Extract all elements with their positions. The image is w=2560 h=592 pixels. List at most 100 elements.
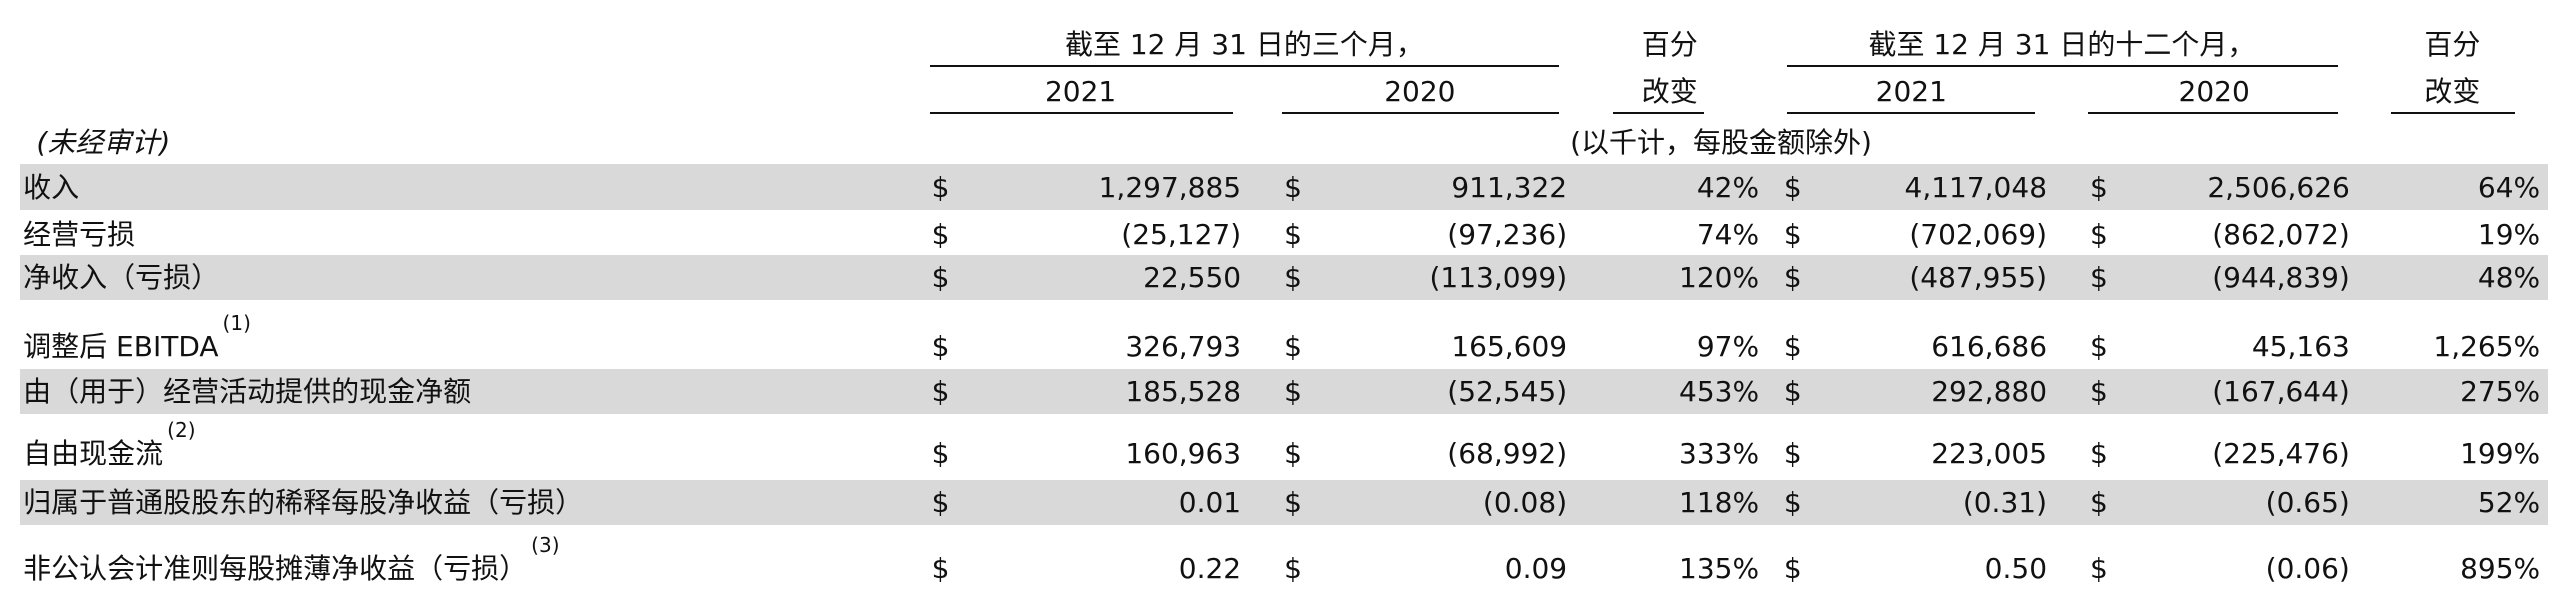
value-cell: (702,069)	[1909, 217, 2048, 251]
currency-sign: $	[2090, 170, 2108, 204]
header-cell: 百分	[2424, 28, 2481, 62]
row-label: 由（用于）经营活动提供的现金净额	[23, 375, 472, 409]
currency-sign: $	[931, 170, 950, 204]
currency-sign: $	[1284, 217, 1302, 251]
currency-sign: $	[2090, 330, 2108, 364]
footnote-ref: (3)	[531, 532, 560, 557]
value-cell: 97%	[1696, 330, 1760, 364]
currency-sign: $	[1284, 486, 1302, 520]
footnote-ref: (2)	[167, 418, 196, 443]
currency-sign: $	[1783, 486, 1802, 520]
unaudited-note: (未经审计)	[36, 125, 171, 159]
footnote-ref: (1)	[222, 311, 251, 336]
currency-sign: $	[1284, 375, 1302, 409]
currency-sign: $	[1783, 261, 1802, 295]
rule	[1282, 112, 1559, 115]
value-cell: 1,297,885	[1098, 170, 1242, 204]
row-label: 调整后 EBITDA(1)	[23, 311, 251, 364]
value-cell: (113,099)	[1429, 261, 1568, 295]
row-band	[19, 254, 2549, 301]
currency-sign: $	[2090, 486, 2108, 520]
currency-sign: $	[2090, 437, 2108, 471]
currency-sign: $	[931, 330, 950, 364]
value-cell: (0.08)	[1482, 486, 1568, 520]
header-cell: 改变	[2424, 75, 2481, 109]
currency-sign: $	[931, 551, 950, 585]
value-cell: (68,992)	[1447, 437, 1568, 471]
units-note: (以千计，每股金额除外)	[1570, 125, 1872, 159]
value-cell: (25,127)	[1121, 217, 1242, 251]
value-cell: 911,322	[1451, 170, 1568, 204]
value-cell: 185,528	[1125, 375, 1242, 409]
rule	[930, 65, 1559, 68]
rule	[930, 112, 1233, 115]
rule	[1787, 112, 2036, 115]
currency-sign: $	[1783, 330, 1802, 364]
value-cell: (0.06)	[2265, 551, 2350, 585]
value-cell: 48%	[2477, 261, 2541, 295]
value-cell: 616,686	[1931, 330, 2048, 364]
value-cell: (862,072)	[2212, 217, 2350, 251]
value-cell: (0.65)	[2265, 486, 2350, 520]
value-cell: 0.09	[1504, 551, 1568, 585]
value-cell: 895%	[2460, 551, 2541, 585]
value-cell: 2,506,626	[2207, 170, 2350, 204]
value-cell: 223,005	[1931, 437, 2048, 471]
rule	[1613, 112, 1705, 115]
value-cell: 64%	[2477, 170, 2541, 204]
value-cell: 453%	[1679, 375, 1760, 409]
value-cell: 0.01	[1178, 486, 1242, 520]
row-band	[19, 164, 2549, 210]
currency-sign: $	[931, 261, 950, 295]
row-band	[19, 368, 2549, 415]
currency-sign: $	[931, 217, 950, 251]
header-cell: 截至 12 月 31 日的三个月，	[1064, 28, 1424, 62]
rule	[2391, 112, 2516, 115]
currency-sign: $	[1783, 437, 1802, 471]
currency-sign: $	[1284, 330, 1302, 364]
header-cell: 2021	[1875, 75, 1947, 109]
value-cell: 42%	[1696, 170, 1760, 204]
currency-sign: $	[1284, 551, 1302, 585]
currency-sign: $	[1783, 170, 1802, 204]
currency-sign: $	[1284, 437, 1302, 471]
value-cell: 333%	[1679, 437, 1760, 471]
header-cell: 百分	[1641, 28, 1698, 62]
value-cell: 74%	[1696, 217, 1760, 251]
value-cell: 4,117,048	[1904, 170, 2048, 204]
currency-sign: $	[1284, 261, 1302, 295]
value-cell: 118%	[1679, 486, 1760, 520]
value-cell: (0.31)	[1962, 486, 2048, 520]
row-label: 非公认会计准则每股摊薄净收益（亏损）(3)	[23, 532, 560, 585]
row-label: 自由现金流(2)	[23, 418, 196, 471]
value-cell: 326,793	[1125, 330, 1242, 364]
value-cell: (167,644)	[2212, 375, 2350, 409]
value-cell: 199%	[2460, 437, 2541, 471]
currency-sign: $	[2090, 375, 2108, 409]
row-label: 经营亏损	[23, 217, 136, 251]
value-cell: 120%	[1679, 261, 1760, 295]
row-label: 净收入（亏损）	[23, 261, 220, 295]
value-cell: 165,609	[1451, 330, 1568, 364]
header-cell: 2020	[1384, 75, 1456, 109]
currency-sign: $	[2090, 261, 2108, 295]
currency-sign: $	[2090, 551, 2108, 585]
header-cell: 改变	[1641, 75, 1698, 109]
value-cell: (225,476)	[2212, 437, 2350, 471]
value-cell: (52,545)	[1447, 375, 1568, 409]
currency-sign: $	[1783, 375, 1802, 409]
currency-sign: $	[2090, 217, 2108, 251]
row-label: 归属于普通股股东的稀释每股净收益（亏损）	[23, 486, 584, 520]
value-cell: 0.50	[1984, 551, 2048, 585]
header-cell: 2020	[2178, 75, 2250, 109]
currency-sign: $	[1783, 217, 1802, 251]
value-cell: 45,163	[2251, 330, 2350, 364]
value-cell: 275%	[2460, 375, 2541, 409]
value-cell: (944,839)	[2212, 261, 2350, 295]
row-band	[19, 479, 2549, 525]
rule	[2088, 112, 2339, 115]
currency-sign: $	[931, 375, 950, 409]
row-label: 收入	[23, 170, 80, 204]
value-cell: 292,880	[1931, 375, 2048, 409]
